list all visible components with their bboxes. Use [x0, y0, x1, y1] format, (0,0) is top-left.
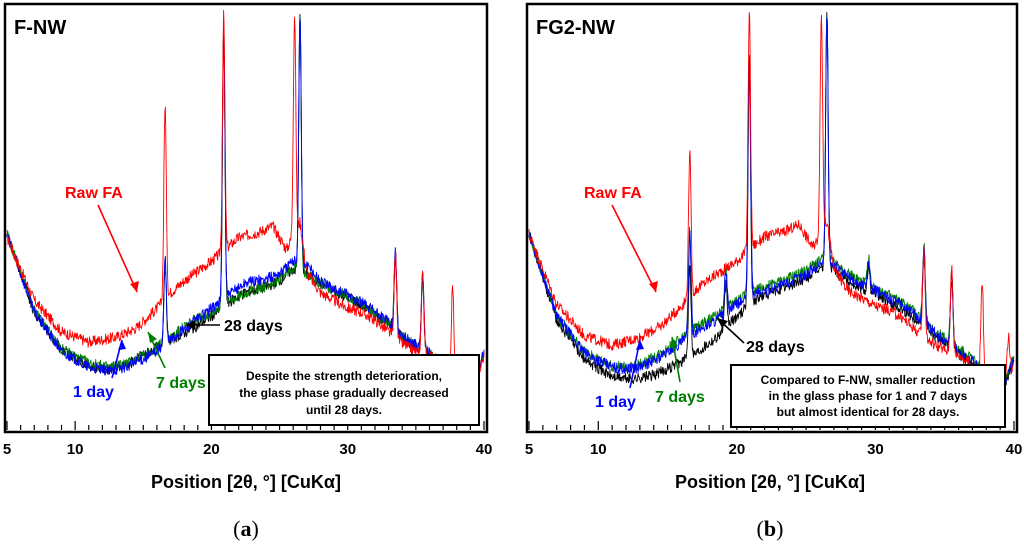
panel-b-x-axis: 5 10 20 30 40 [525, 421, 1023, 458]
panel-a-1day-label: 1 day [73, 384, 114, 401]
panel-a-x-axis: 5 10 20 30 40 [3, 421, 493, 458]
panel-a-sub-letter: a [241, 516, 252, 541]
panel-b-series-1-day [528, 16, 1015, 396]
panel-a-x-tick-label: 30 [339, 441, 356, 458]
panel-b-x-tick-label: 30 [867, 441, 884, 458]
panel-a-7days-arrowhead [148, 332, 157, 343]
panel-b-7days-arrowhead [670, 337, 678, 348]
panel-b-1day-label: 1 day [595, 394, 636, 411]
panel-b-note-line-1: Compared to F-NW, smaller reduction [761, 373, 976, 387]
panel-b: FG2-NW 5 10 20 30 40 Position [2θ, °] [CuKα]… [525, 2, 1023, 541]
panel-a: F-NW 5 10 20 30 40 Position [2θ, °] [CuKα] (… [3, 2, 493, 541]
panel-a-series [6, 9, 485, 401]
panel-a-sub-label: (a) [233, 516, 259, 541]
panel-b-x-tick-label: 10 [590, 441, 607, 458]
panel-a-note-line-1: Despite the strength deterioration, [246, 369, 442, 383]
panel-b-x-tick-label: 40 [1006, 441, 1023, 458]
panel-b-series-28-days [528, 12, 1015, 399]
panel-a-x-tick-label: 5 [3, 441, 11, 458]
panel-a-raw-fa-arrowhead [130, 281, 139, 292]
panel-a-note-line-3: until 28 days. [306, 403, 382, 417]
panel-a-x-tick-label: 10 [67, 441, 84, 458]
panel-b-x-axis-label: Position [2θ, °] [CuKα] [675, 472, 865, 492]
panel-b-series [528, 11, 1015, 399]
panel-b-sub-letter: b [764, 516, 776, 541]
panel-b-title: FG2-NW [536, 17, 615, 39]
panel-a-series-raw-fa [6, 9, 485, 397]
panel-a-title: F-NW [14, 17, 66, 39]
panel-b-28days-arrowhead [717, 318, 728, 328]
panel-b-series-raw-fa [528, 11, 1015, 398]
panel-b-raw-fa-arrowhead [649, 281, 658, 292]
panel-b-note-line-3: but almost identical for 28 days. [777, 405, 960, 419]
panel-b-raw-fa-arrow [611, 204, 657, 293]
panel-b-x-tick-label: 20 [729, 441, 746, 458]
panel-a-7days-label: 7 days [156, 375, 206, 392]
panel-b-raw-fa-label: Raw FA [584, 185, 642, 202]
panel-b-note-line-2: in the glass phase for 1 and 7 days [769, 389, 968, 403]
panel-a-x-axis-label: Position [2θ, °] [CuKα] [151, 472, 341, 492]
panel-a-1day-arrowhead [118, 340, 126, 350]
panel-b-x-tick-label: 5 [525, 441, 533, 458]
panel-a-x-tick-label: 40 [476, 441, 493, 458]
panel-a-series-1-day [6, 18, 485, 401]
panel-b-frame [525, 2, 1019, 434]
panel-a-raw-fa-label: Raw FA [65, 185, 123, 202]
panel-a-note-line-2: the glass phase gradually decreased [239, 386, 448, 400]
panel-b-sub-label: (b) [757, 516, 784, 541]
panel-a-28days-arrowhead [186, 320, 195, 330]
panel-a-28days-label: 28 days [224, 318, 283, 335]
panel-b-1day-arrowhead [636, 340, 644, 350]
panel-a-raw-fa-arrow [97, 204, 138, 293]
panel-b-7days-label: 7 days [655, 389, 705, 406]
panel-b-28days-label: 28 days [746, 339, 805, 356]
panel-a-note-box [208, 354, 480, 426]
panel-a-x-tick-label: 20 [203, 441, 220, 458]
panel-b-note-box [730, 364, 1006, 428]
